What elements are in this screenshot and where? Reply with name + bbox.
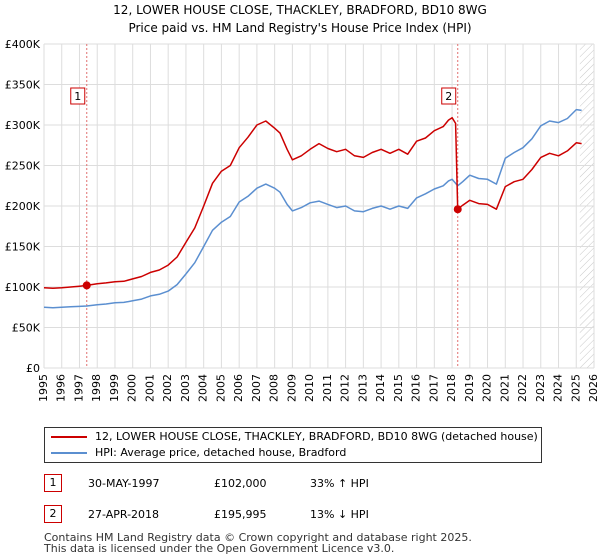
chart-title: 12, LOWER HOUSE CLOSE, THACKLEY, BRADFOR… (113, 3, 487, 17)
x-tick-label: 2025 (569, 374, 582, 402)
x-tick-label: 2024 (552, 374, 565, 402)
x-tick-label: 1997 (72, 374, 85, 402)
sale-marker-box (70, 87, 86, 105)
legend-swatch-property (51, 436, 87, 438)
hpi-line (43, 108, 582, 309)
legend-swatch-hpi (51, 452, 87, 454)
x-tick-label: 1999 (108, 374, 121, 402)
sale-date: 27-APR-2018 (88, 508, 160, 521)
x-tick-label: 2023 (534, 374, 547, 402)
legend-label-hpi: HPI: Average price, detached house, Brad… (95, 446, 347, 459)
x-tick-label: 2014 (374, 374, 387, 402)
sale-marker-badge: 1 (44, 474, 62, 492)
x-tick-label: 1995 (37, 374, 50, 402)
x-tick-label: 2008 (268, 374, 281, 402)
x-tick-label: 2022 (516, 374, 529, 402)
x-tick-label: 2002 (161, 374, 174, 402)
sale-marker-label: 1 (74, 90, 81, 103)
x-tick-label: 2011 (321, 374, 334, 402)
x-tick-label: 2026 (587, 374, 600, 402)
x-tick-label: 2021 (498, 374, 511, 402)
footer-attribution: Contains HM Land Registry data © Crown c… (44, 532, 472, 554)
x-tick-label: 2003 (179, 374, 192, 402)
y-tick-label: £150K (5, 241, 41, 254)
x-tick-label: 2004 (197, 374, 210, 402)
sale-hpi-delta: 33% ↑ HPI (310, 477, 369, 490)
x-tick-label: 2001 (143, 374, 156, 402)
y-tick-label: £100K (5, 281, 41, 294)
footer-licence: This data is licensed under the Open Gov… (44, 542, 395, 555)
y-tick-label: £300K (5, 119, 41, 132)
x-tick-label: 2013 (356, 374, 369, 402)
x-tick-label: 1998 (90, 374, 103, 402)
x-tick-label: 2017 (427, 374, 440, 402)
sale-marker-badge: 2 (44, 505, 62, 523)
x-tick-label: 2012 (339, 374, 352, 402)
x-tick-label: 2005 (214, 374, 227, 402)
chart-subtitle: Price paid vs. HM Land Registry's House … (128, 21, 471, 35)
sale-price: £195,995 (214, 508, 267, 521)
y-tick-label: £250K (5, 160, 41, 173)
y-tick-label: £400K (5, 38, 41, 51)
sale-point (453, 205, 462, 214)
legend-item-hpi: HPI: Average price, detached house, Brad… (51, 445, 346, 461)
y-tick-label: £350K (5, 79, 41, 92)
x-tick-label: 2015 (392, 374, 405, 402)
y-tick-label: £50K (12, 322, 41, 335)
x-tick-label: 2007 (250, 374, 263, 402)
sale-point (82, 281, 91, 290)
y-tick-label: £200K (5, 200, 41, 213)
sale-price: £102,000 (214, 477, 267, 490)
x-tick-label: 2000 (126, 374, 139, 402)
x-tick-label: 1996 (55, 374, 68, 402)
price-chart: 12, LOWER HOUSE CLOSE, THACKLEY, BRADFOR… (5, 3, 600, 402)
legend-label-property: 12, LOWER HOUSE CLOSE, THACKLEY, BRADFOR… (95, 430, 538, 443)
y-tick-label: £0 (26, 362, 40, 375)
footer-copyright: Contains HM Land Registry data © Crown c… (44, 531, 472, 544)
x-tick-label: 2010 (303, 374, 316, 402)
sale-marker-label: 2 (445, 90, 452, 103)
sale-hpi-delta: 13% ↓ HPI (310, 508, 369, 521)
property-price-line (43, 116, 582, 289)
sale-date: 30-MAY-1997 (88, 477, 160, 490)
x-tick-label: 2018 (445, 374, 458, 402)
chart-legend: 12, LOWER HOUSE CLOSE, THACKLEY, BRADFOR… (44, 427, 542, 463)
x-tick-label: 2019 (463, 374, 476, 402)
x-tick-label: 2009 (285, 374, 298, 402)
x-tick-label: 2006 (232, 374, 245, 402)
x-tick-label: 2020 (481, 374, 494, 402)
x-tick-label: 2016 (410, 374, 423, 402)
legend-item-property: 12, LOWER HOUSE CLOSE, THACKLEY, BRADFOR… (51, 429, 538, 445)
sale-marker-box (441, 87, 457, 105)
